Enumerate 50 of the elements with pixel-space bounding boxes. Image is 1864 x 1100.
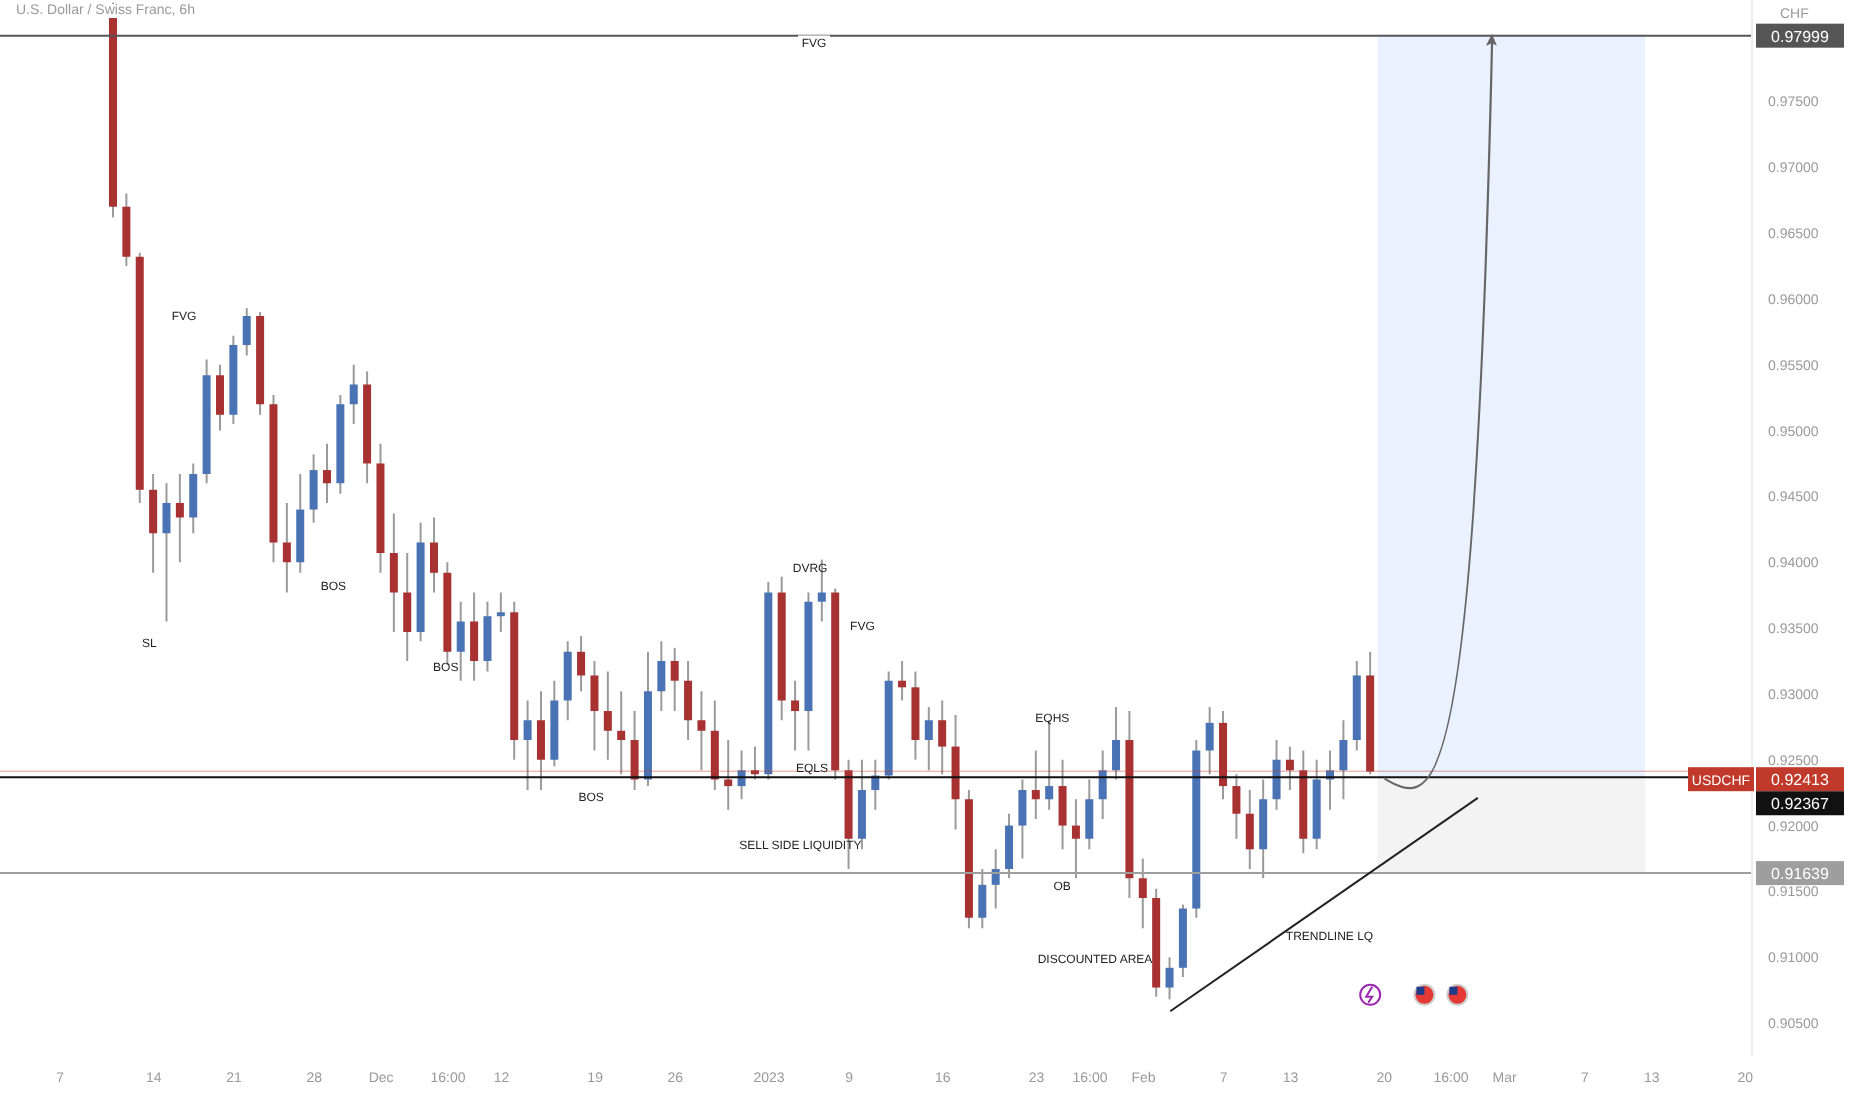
- candlestick: [1205, 706, 1214, 776]
- candlestick: [403, 552, 412, 662]
- candlestick: [349, 363, 358, 425]
- candlestick: [603, 670, 612, 761]
- candlestick: [456, 600, 465, 682]
- candlestick: [1031, 749, 1040, 820]
- candlestick: [670, 646, 679, 713]
- candlestick: [697, 690, 706, 772]
- candlestick: [684, 659, 693, 741]
- candlestick: [1098, 749, 1107, 820]
- candlestick: [590, 659, 599, 752]
- candlestick: [523, 699, 532, 792]
- candlestick: [189, 462, 198, 535]
- candlestick: [630, 710, 639, 792]
- candlestick: [389, 512, 398, 634]
- candlestick: [536, 690, 545, 792]
- candlestick: [282, 501, 291, 594]
- candlestick: [1018, 778, 1027, 860]
- candlestick: [577, 634, 586, 693]
- candlestick: [657, 640, 666, 713]
- candlestick: [309, 453, 318, 524]
- candlestick: [483, 600, 492, 673]
- candlestick: [496, 591, 505, 634]
- candlestick: [149, 473, 158, 574]
- candlestick: [322, 442, 331, 504]
- ref-line-label: 0.97999: [1771, 27, 1831, 46]
- candlestick: [1285, 745, 1294, 792]
- candlestick: [1232, 773, 1241, 840]
- candlestick: [724, 738, 733, 811]
- candlestick: [1058, 758, 1067, 851]
- candlestick: [924, 706, 933, 772]
- candlestick: [242, 307, 251, 357]
- candlestick: [162, 482, 171, 623]
- candlestick: [1112, 706, 1121, 781]
- candlestick: [750, 745, 759, 781]
- ref-line-label: 0.92367: [1771, 795, 1831, 814]
- candlestick: [938, 699, 947, 776]
- candlestick: [617, 690, 626, 776]
- candlestick: [1165, 956, 1174, 1001]
- candlestick: [1272, 738, 1281, 811]
- candlestick: [791, 679, 800, 752]
- ref-line-label: 0.91639: [1771, 865, 1831, 884]
- candlestick: [1339, 719, 1348, 801]
- candlestick: [175, 473, 184, 564]
- candlestick: [1085, 778, 1094, 851]
- ref-line-label: 0.92413: [1771, 771, 1831, 790]
- candlestick: [215, 363, 224, 432]
- candlestick: [898, 659, 907, 702]
- candlestick: [470, 591, 479, 682]
- candlestick: [429, 516, 438, 594]
